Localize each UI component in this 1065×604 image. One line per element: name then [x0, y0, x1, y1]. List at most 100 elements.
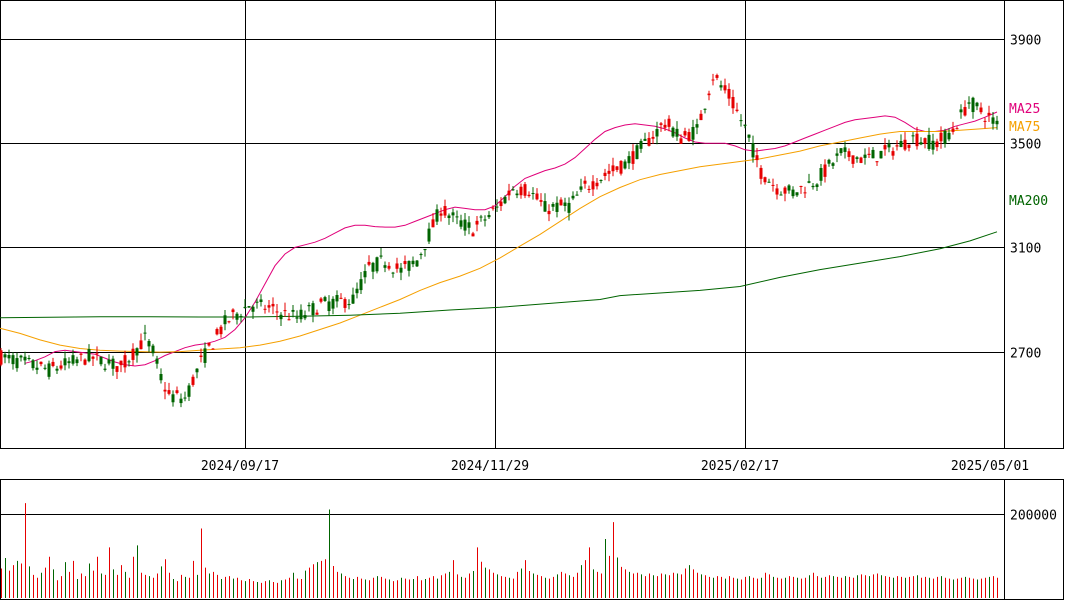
candle-body — [515, 193, 519, 196]
candle — [891, 147, 895, 160]
candle — [991, 112, 995, 130]
candle-body — [159, 374, 163, 381]
candle — [79, 352, 83, 362]
candle — [483, 215, 487, 227]
candle — [851, 155, 855, 168]
candle-body — [123, 355, 127, 368]
candle — [27, 355, 31, 361]
candle-body — [943, 130, 947, 144]
candle — [223, 309, 227, 331]
candle — [847, 148, 851, 162]
candle — [171, 390, 175, 407]
candle-body — [543, 201, 547, 212]
candle-body — [599, 179, 603, 181]
candle-body — [51, 361, 55, 366]
candle-body — [631, 151, 635, 164]
candle-body — [803, 192, 807, 194]
candle-body — [487, 215, 491, 218]
candle-body — [43, 367, 47, 369]
candle-body — [255, 301, 259, 303]
candle-body — [211, 348, 215, 350]
date-tick-label: 2024/11/29 — [451, 459, 529, 474]
candle-body — [203, 348, 207, 363]
candle-body — [219, 326, 223, 335]
candle-body — [35, 367, 39, 370]
candle-body — [583, 180, 587, 184]
candle — [779, 191, 783, 196]
candle-body — [983, 120, 987, 122]
candle-body — [491, 207, 495, 209]
candle-body — [7, 355, 11, 359]
candle-body — [603, 172, 607, 177]
candle-body — [579, 186, 583, 190]
candle-body — [11, 355, 15, 365]
candle-body — [431, 219, 435, 228]
candle-body — [371, 262, 375, 272]
candle — [539, 193, 543, 207]
candle-body — [911, 135, 915, 137]
candle — [747, 134, 751, 143]
candle — [151, 343, 155, 357]
candle-body — [767, 181, 771, 183]
candle — [655, 121, 659, 145]
candle — [895, 140, 899, 151]
candle — [311, 300, 315, 323]
candle-body — [539, 200, 543, 202]
candle — [555, 196, 559, 218]
candle-body — [75, 359, 79, 364]
candle-body — [355, 288, 359, 294]
candle — [255, 298, 259, 309]
candle — [367, 255, 371, 267]
candle-body — [787, 185, 791, 191]
candle — [419, 252, 423, 260]
candle — [823, 159, 827, 183]
candle — [903, 132, 907, 152]
candle — [995, 115, 999, 130]
candle-body — [131, 348, 135, 360]
candle — [527, 191, 531, 198]
candle-body — [179, 398, 183, 404]
candle-body — [343, 299, 347, 308]
candle-body — [107, 359, 111, 364]
candle — [947, 128, 951, 142]
candle — [463, 213, 467, 236]
candle — [699, 110, 703, 121]
candle — [187, 383, 191, 402]
candle — [547, 204, 551, 222]
candle — [363, 264, 367, 284]
candle-body — [175, 390, 179, 393]
candle — [703, 108, 707, 114]
candle-body — [855, 157, 859, 159]
candle-body — [403, 261, 407, 265]
candle-body — [975, 102, 979, 107]
candle — [859, 156, 863, 164]
candle — [587, 185, 591, 194]
candle — [771, 178, 775, 192]
candle — [267, 299, 271, 313]
candle — [667, 115, 671, 132]
candle — [647, 132, 651, 147]
candle — [395, 257, 399, 273]
candle — [531, 187, 535, 200]
candle-body — [183, 397, 187, 399]
candle-body — [591, 181, 595, 190]
candle — [867, 147, 871, 158]
candle — [35, 360, 39, 375]
candle-body — [735, 109, 739, 111]
candle — [883, 138, 887, 156]
candle-body — [959, 109, 963, 113]
candle-body — [399, 267, 403, 273]
candle — [103, 363, 107, 372]
candle-body — [323, 297, 327, 301]
candle-body — [923, 138, 927, 144]
candle-body — [555, 202, 559, 212]
candle — [55, 365, 59, 374]
candle — [303, 310, 307, 321]
candle-body — [835, 153, 839, 156]
candle-body — [751, 143, 755, 158]
candle — [819, 163, 823, 186]
candle-body — [951, 128, 955, 132]
candle-body — [887, 144, 891, 148]
candle-body — [475, 220, 479, 225]
candle — [203, 342, 207, 368]
